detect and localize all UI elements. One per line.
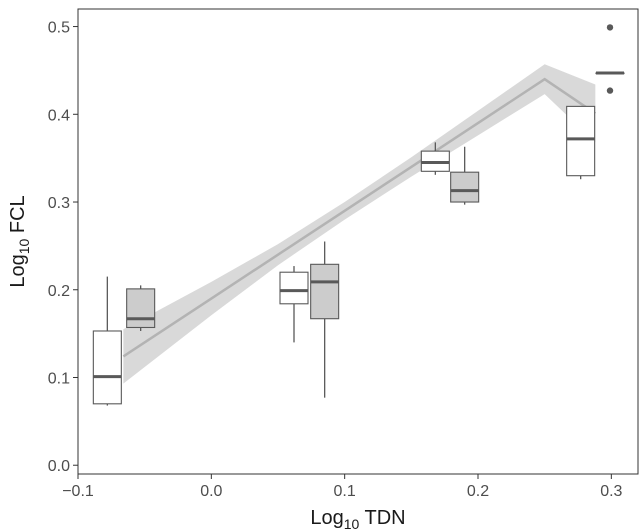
x-axis-title: Log10 TDN bbox=[310, 507, 405, 532]
x-axis-ticks: −0.1 0.0 0.1 0.2 0.3 bbox=[62, 474, 623, 500]
box-1-iqr-box bbox=[92, 330, 122, 405]
y-tick-label: 0.1 bbox=[48, 370, 70, 387]
outlier-point-2 bbox=[606, 87, 614, 94]
box-3 bbox=[279, 266, 309, 343]
y-tick-label: 0.3 bbox=[48, 195, 70, 212]
box-8 bbox=[595, 71, 625, 75]
y-axis-ticks: 0.0 0.1 0.2 0.3 0.4 0.5 bbox=[48, 20, 78, 475]
x-tick-label: 0.1 bbox=[334, 483, 356, 500]
box-7-iqr-box bbox=[566, 105, 596, 177]
plot-panel-border bbox=[77, 8, 639, 475]
y-axis-title: Log10 FCL bbox=[7, 195, 32, 287]
x-tick-label: −0.1 bbox=[62, 483, 94, 500]
outlier-layer bbox=[606, 24, 614, 94]
confidence-band bbox=[123, 64, 596, 384]
regression-line bbox=[122, 77, 597, 358]
box-4-iqr-box bbox=[310, 263, 340, 320]
y-tick-label: 0.2 bbox=[48, 283, 70, 300]
y-axis-title-main: Log bbox=[7, 254, 29, 287]
y-axis-title-subscript: 10 bbox=[16, 238, 32, 254]
x-tick-label: 0.2 bbox=[467, 483, 489, 500]
box-6 bbox=[450, 146, 480, 205]
boxplot-layer bbox=[92, 71, 625, 406]
box-2 bbox=[126, 285, 156, 331]
outlier-point-1 bbox=[606, 24, 614, 31]
x-axis-title-rest: TDN bbox=[359, 507, 405, 529]
y-tick-label: 0.4 bbox=[48, 107, 70, 124]
box-6-iqr-box bbox=[450, 171, 480, 203]
box-2-iqr-box bbox=[126, 288, 156, 329]
box-4 bbox=[310, 241, 340, 398]
y-tick-label: 0.5 bbox=[48, 20, 70, 37]
x-tick-label: 0.3 bbox=[600, 483, 622, 500]
box-3-iqr-box bbox=[279, 271, 309, 305]
x-axis-title-main: Log bbox=[310, 507, 343, 529]
x-tick-label: 0.0 bbox=[200, 483, 222, 500]
box-5 bbox=[420, 142, 450, 175]
y-axis-title-rest: FCL bbox=[7, 195, 29, 238]
y-tick-label: 0.0 bbox=[48, 458, 70, 475]
confidence-band-layer bbox=[123, 64, 596, 384]
box-1 bbox=[92, 276, 122, 406]
fit-line-layer bbox=[122, 77, 597, 358]
box-7 bbox=[566, 105, 596, 180]
x-axis-title-subscript: 10 bbox=[344, 516, 360, 532]
